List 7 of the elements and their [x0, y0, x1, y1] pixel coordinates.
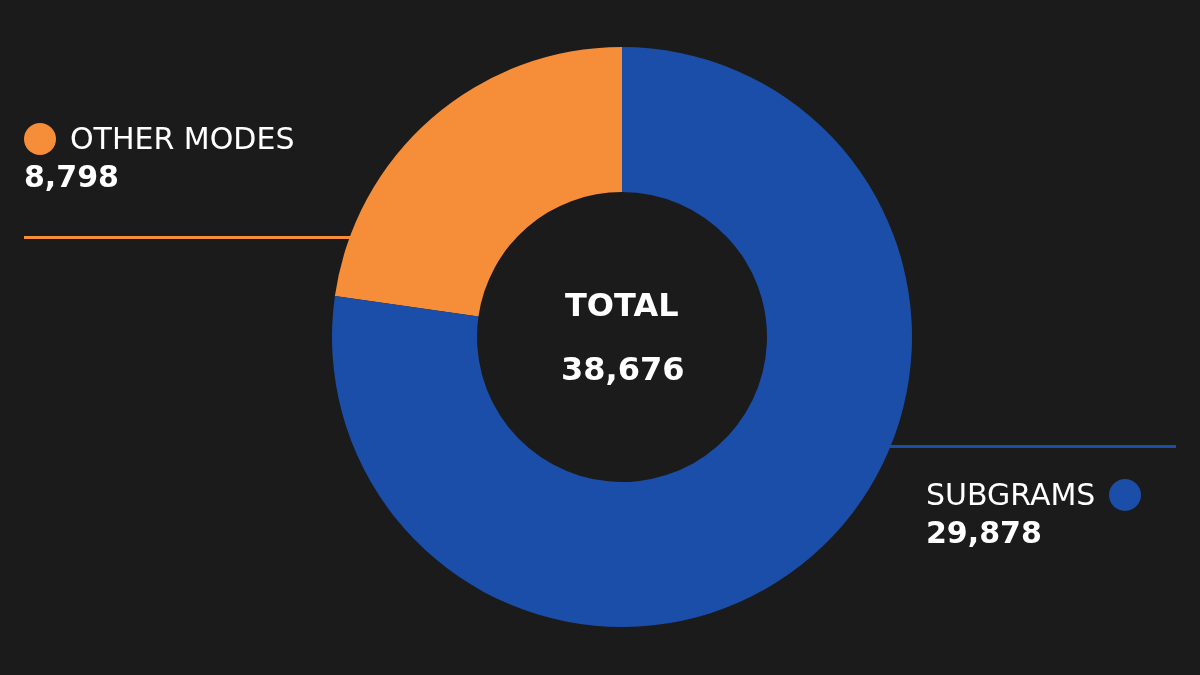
data-label: 8,798 — [24, 158, 120, 196]
legend-label: OTHER MODES — [70, 121, 295, 157]
donut-slice — [332, 47, 912, 627]
slice-label: SUBGRAMS — [926, 477, 1096, 513]
text: 38,676 — [561, 350, 685, 388]
data-label: 29,878 — [926, 514, 1043, 552]
text: TOTAL — [565, 286, 679, 324]
